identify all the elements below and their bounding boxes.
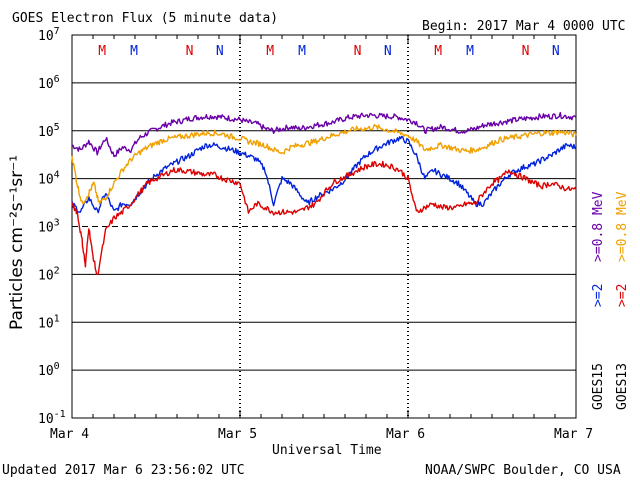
credit-label: NOAA/SWPC Boulder, CO USA: [425, 463, 621, 478]
y-tick-label: 100: [38, 361, 60, 379]
legend-goes13-2mev: >=2: [615, 284, 630, 307]
mn-marker: N: [186, 44, 194, 59]
legend-goes15-08mev: >=0.8 MeV: [591, 191, 606, 262]
mn-marker: N: [552, 44, 560, 59]
x-tick-label: Mar 5: [218, 427, 257, 442]
series-line-goes15-0-8-mev: [71, 111, 577, 158]
y-tick-label: 103: [38, 218, 60, 236]
x-tick-label: Mar 4: [50, 427, 89, 442]
gridlines: [71, 34, 577, 419]
x-tick-labels: Mar 4 Mar 5 Mar 6 Mar 7: [50, 427, 593, 442]
begin-label: Begin: 2017 Mar 4 0000 UTC: [422, 19, 626, 34]
mn-marker: M: [130, 44, 138, 59]
mn-marker: M: [466, 44, 474, 59]
series-line-goes13-0-8-mev: [71, 123, 577, 205]
mn-marker: M: [98, 44, 106, 59]
y-tick-label: 101: [38, 313, 60, 331]
y-axis-label: Particles cm⁻²s⁻¹sr⁻¹: [7, 155, 27, 330]
series-line-goes13-2-mev: [71, 160, 577, 275]
mn-marker: N: [216, 44, 224, 59]
legend-goes13-08mev: >=0.8 MeV: [615, 191, 630, 262]
mn-marker: M: [298, 44, 306, 59]
y-tick-label: 105: [38, 122, 60, 140]
x-axis-label: Universal Time: [272, 443, 382, 458]
y-tick-label: 107: [38, 26, 60, 44]
chart-title: GOES Electron Flux (5 minute data): [12, 11, 278, 26]
x-tick-label: Mar 6: [386, 427, 425, 442]
legend-goes13: GOES13 >=2 >=0.8 MeV: [615, 191, 630, 410]
legend-goes15-label: GOES15: [591, 363, 606, 410]
mn-marker: N: [384, 44, 392, 59]
legend-goes13-label: GOES13: [615, 363, 630, 410]
legend-goes15-2mev: >=2: [591, 284, 606, 307]
mn-marker: M: [266, 44, 274, 59]
data-series: [71, 111, 577, 275]
mn-marker: M: [434, 44, 442, 59]
y-tick-label: 106: [38, 74, 60, 92]
x-tick-label: Mar 7: [554, 427, 593, 442]
legend-goes15: GOES15 >=2 >=0.8 MeV: [591, 191, 606, 410]
mn-marker: N: [522, 44, 530, 59]
y-tick-label: 10-1: [38, 409, 66, 427]
y-tick-labels: 107 106 105 104 103 102 101 100 10-1: [38, 26, 66, 427]
mn-marker: N: [354, 44, 362, 59]
y-tick-label: 102: [38, 265, 60, 283]
updated-timestamp: Updated 2017 Mar 6 23:56:02 UTC: [2, 463, 245, 478]
y-tick-label: 104: [38, 170, 60, 188]
